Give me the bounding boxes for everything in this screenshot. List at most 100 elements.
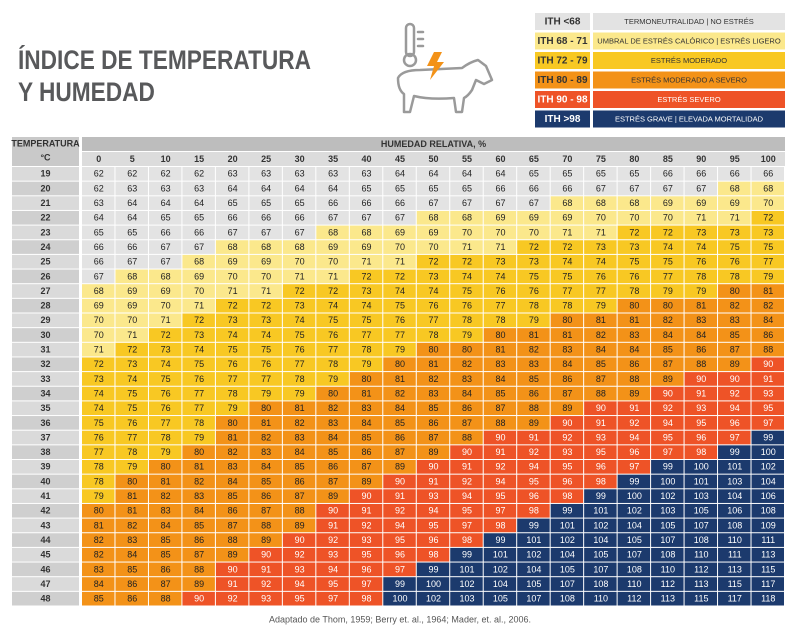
cell-bg [718,181,751,196]
cell-bg [249,474,282,489]
cell: 65 [94,227,104,237]
cell-bg [115,416,148,430]
cell: 69 [428,227,438,237]
cell-bg [416,167,450,181]
cell-bg [115,474,148,489]
cell: 89 [295,520,305,530]
humidity-label: 40 [362,154,372,164]
cell-bg [617,430,651,445]
cell-bg [282,357,316,372]
cell: 78 [328,359,338,369]
cell-bg [349,474,383,489]
temperature-bg [12,445,79,459]
legend-description: TERMONEUTRALIDAD | NO ESTRÉS [624,17,753,26]
cell-bg [148,401,182,416]
cell-bg [450,386,483,401]
cell: 81 [228,432,238,442]
cell: 73 [228,315,238,325]
cell: 87 [428,432,438,442]
cell-bg [148,518,182,533]
cell: 105 [660,520,675,530]
legend-description: ESTRÉS MODERADO A SEVERO [631,75,747,84]
temperature-bg [12,562,79,577]
cell: 73 [428,271,438,281]
cell: 71 [94,345,104,355]
cell: 80 [362,374,372,384]
cell: 77 [194,403,204,413]
cell: 69 [730,198,740,208]
cell: 78 [495,315,505,325]
cell-bg [718,503,751,518]
cell: 98 [362,594,372,604]
cell: 105 [694,506,709,516]
cell: 96 [596,462,606,472]
cell: 108 [593,579,608,589]
cell: 91 [328,520,338,530]
cell-bg [249,357,282,372]
cell: 76 [228,359,238,369]
humidity-label: 35 [328,154,338,164]
cell-bg [416,284,450,298]
cell: 94 [328,564,338,574]
cell-bg [550,591,584,606]
cell-bg [383,181,416,196]
temperature-bg [12,386,79,401]
cell: 110 [661,564,675,574]
cell: 82 [763,301,773,311]
cell-bg [483,533,517,547]
cell-bg [115,298,148,313]
cell: 85 [730,330,740,340]
cell-bg [684,196,718,210]
cell-bg [249,445,282,459]
cell: 117 [761,579,775,589]
cell-bg [718,269,751,284]
cell-bg [215,416,249,430]
cell: 81 [127,491,137,501]
cell: 92 [295,550,305,560]
cell: 109 [761,520,776,530]
cell: 90 [194,594,204,604]
temperature: 27 [40,286,50,296]
cell: 92 [663,403,673,413]
cell: 74 [362,301,372,311]
cell: 76 [629,271,639,281]
cell-bg [684,547,718,562]
cell-bg [383,167,416,181]
cell: 92 [562,432,572,442]
cell: 78 [629,286,639,296]
temperature-bg [12,284,79,298]
cell: 106 [761,491,776,501]
cell-bg [349,533,383,547]
temperature: 22 [40,213,50,223]
legend-bar [593,52,785,69]
cell-bg [282,460,316,474]
cell: 68 [94,286,104,296]
cell: 74 [94,388,104,398]
cell-bg [416,474,450,489]
cell-bg [215,240,249,254]
cell: 110 [594,594,608,604]
cell: 85 [194,520,204,530]
cell: 76 [730,257,740,267]
cell: 88 [161,594,171,604]
cell-bg [450,562,483,577]
cell-bg [316,503,349,518]
legend-label: ITH 68 - 71 [537,36,587,47]
cell-bg [115,547,148,562]
cell: 67 [295,227,305,237]
cell: 84 [596,345,606,355]
cell-bg [718,547,751,562]
cell: 105 [493,594,508,604]
cell-bg [115,328,148,342]
cell: 91 [529,432,539,442]
cell-bg [684,167,718,181]
cell-bg [718,518,751,533]
temperature-bg [12,430,79,445]
cell: 90 [261,550,271,560]
cell: 107 [627,550,642,560]
cell-bg [349,386,383,401]
cell-bg [316,533,349,547]
cell: 74 [663,242,673,252]
cell: 76 [127,418,137,428]
humidity-row-bg [82,152,785,166]
